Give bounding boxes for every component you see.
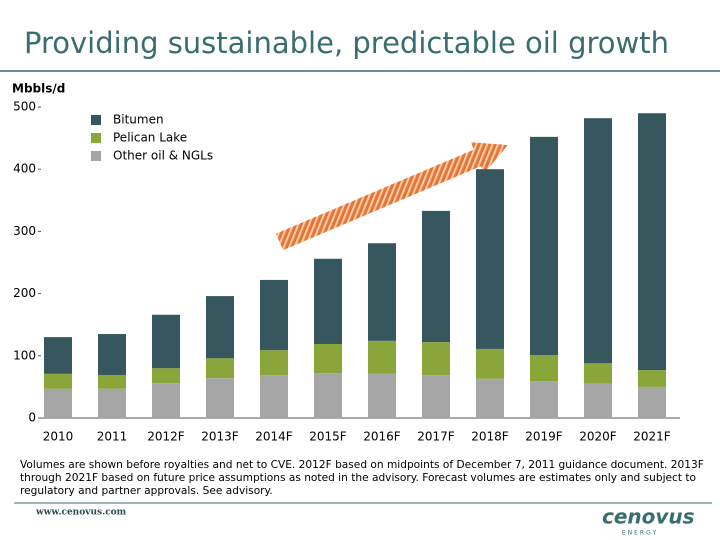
logo-sub: ENERGY xyxy=(622,530,658,537)
y-tick-label: 100 xyxy=(13,348,36,362)
bar-segment xyxy=(422,375,450,418)
y-tick-label: 200 xyxy=(13,286,36,300)
bar-segment xyxy=(476,348,504,379)
footnote: Volumes are shown before royalties and n… xyxy=(20,459,704,497)
bar-segment xyxy=(530,355,558,382)
legend-label: Other oil & NGLs xyxy=(113,149,213,163)
bar-segment xyxy=(206,296,234,359)
x-tick-label: 2017F xyxy=(417,430,455,444)
bar-segment xyxy=(638,113,666,371)
legend-label: Pelican Lake xyxy=(113,131,187,145)
bar-segment xyxy=(638,370,666,387)
bar-segment xyxy=(152,314,180,369)
x-tick-label: 2015F xyxy=(309,430,347,444)
x-tick-label: 2021F xyxy=(633,430,671,444)
x-tick-label: 2010 xyxy=(43,430,74,444)
bar-segment xyxy=(44,373,72,389)
x-tick-label: 2012F xyxy=(147,430,185,444)
bar-segment xyxy=(638,386,666,418)
bar-segment xyxy=(422,342,450,376)
legend-swatch xyxy=(91,133,101,143)
y-tick-label: 300 xyxy=(13,224,36,238)
x-tick-label: 2013F xyxy=(201,430,239,444)
bar-segment xyxy=(206,358,234,379)
website: www.cenovus.com xyxy=(35,508,127,518)
legend-label: Bitumen xyxy=(113,113,164,127)
bar-segment xyxy=(98,388,126,418)
bar-segment xyxy=(206,378,234,418)
bar-segment xyxy=(530,381,558,418)
bar-segment xyxy=(530,136,558,356)
bar-segment xyxy=(98,334,126,376)
bar-segment xyxy=(584,363,612,384)
bar-segment xyxy=(152,368,180,384)
x-tick-label: 2011 xyxy=(97,430,128,444)
x-tick-label: 2020F xyxy=(579,430,617,444)
bar-segment xyxy=(152,383,180,418)
bar-segment xyxy=(44,337,72,374)
bar-segment xyxy=(98,375,126,389)
bar-segment xyxy=(422,210,450,343)
bar-segment xyxy=(584,118,612,364)
arrow-shape xyxy=(276,142,508,251)
bar-segment xyxy=(368,373,396,418)
x-tick-label: 2018F xyxy=(471,430,509,444)
bar-segment xyxy=(260,375,288,418)
x-tick-label: 2014F xyxy=(255,430,293,444)
bar-segment xyxy=(476,378,504,418)
y-axis-label: Mbbls/d xyxy=(12,82,65,96)
y-tick-label: 0 xyxy=(28,411,36,425)
bar-segment xyxy=(314,373,342,418)
bar-segment xyxy=(260,279,288,351)
bar-segment xyxy=(476,169,504,349)
slide-title: Providing sustainable, predictable oil g… xyxy=(24,26,669,60)
x-tick-label: 2019F xyxy=(525,430,563,444)
y-tick-label: 400 xyxy=(13,162,36,176)
logo: cenovus xyxy=(602,505,695,529)
cagr-arrow xyxy=(276,142,508,251)
bar-segment xyxy=(260,350,288,376)
bar-segment xyxy=(314,258,342,344)
bar-segment xyxy=(368,243,396,341)
y-tick-label: 500 xyxy=(13,100,36,114)
bar-segment xyxy=(44,388,72,418)
legend-swatch xyxy=(91,151,101,161)
bar-segment xyxy=(314,343,342,374)
bar-segment xyxy=(368,340,396,374)
x-tick-label: 2016F xyxy=(363,430,401,444)
bar-segment xyxy=(584,383,612,418)
legend-swatch xyxy=(91,115,101,125)
